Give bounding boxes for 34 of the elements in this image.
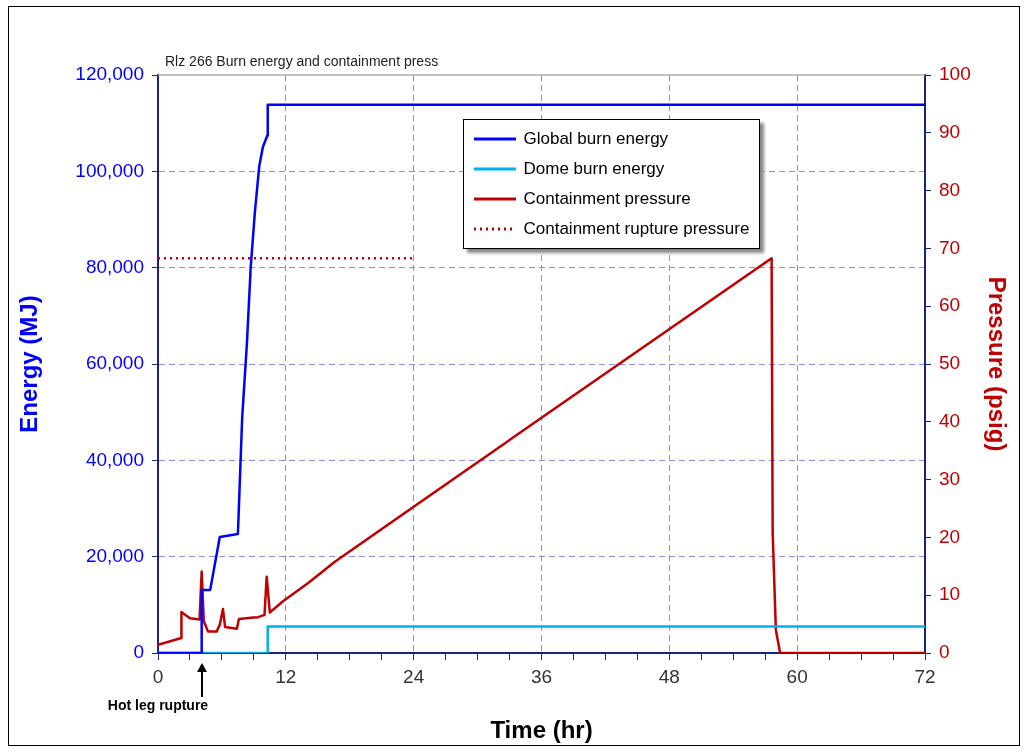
y-tick-label: 60,000 <box>85 352 144 374</box>
y-tick-label: 40,000 <box>85 448 144 470</box>
y2-tick-label: 20 <box>939 525 961 547</box>
x-axis-title: Time (hr) <box>490 716 593 744</box>
x-tick-label: 0 <box>152 665 164 687</box>
y2-tick-label: 50 <box>939 352 961 374</box>
y-tick-label: 100,000 <box>75 159 144 181</box>
x-tick-label: 36 <box>530 665 553 687</box>
y-axis-title: Energy (MJ) <box>15 295 43 433</box>
y-tick-label: 20,000 <box>85 544 144 566</box>
y2-tick-label: 0 <box>939 641 950 663</box>
x-tick-label: 12 <box>275 665 297 687</box>
y2-tick-label: 10 <box>939 583 961 605</box>
x-tick-label: 72 <box>914 665 936 687</box>
x-tick-label: 48 <box>658 665 680 687</box>
text: Hot leg rupture <box>107 696 209 713</box>
x-tick-label: 24 <box>403 665 425 687</box>
x-tick-label: 60 <box>786 665 808 687</box>
y2-tick-label: 100 <box>939 63 971 85</box>
y2-tick-label: 40 <box>939 410 961 432</box>
chart-title: Rlz 266 Burn energy and containment press <box>165 52 439 69</box>
legend-label: Global burn energy <box>523 129 669 149</box>
y2-tick-label: 30 <box>939 467 961 489</box>
y2-tick-label: 60 <box>939 294 961 316</box>
y2-tick-label: 80 <box>939 178 961 200</box>
y2-axis-title: Pressure (psig) <box>983 276 1011 452</box>
y2-tick-label: 90 <box>939 121 961 143</box>
y2-tick-label: 70 <box>939 236 961 258</box>
y-tick-label: 80,000 <box>85 255 144 277</box>
y-tick-label: 0 <box>133 641 144 663</box>
legend-label: Containment pressure <box>523 189 691 209</box>
y-tick-label: 120,000 <box>75 63 144 85</box>
legend-label: Containment rupture pressure <box>523 219 750 239</box>
legend-label: Dome burn energy <box>523 159 665 179</box>
